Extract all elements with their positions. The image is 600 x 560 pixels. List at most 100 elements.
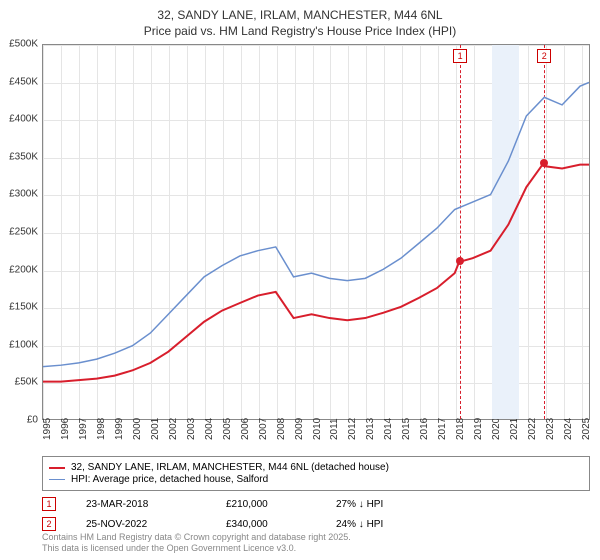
x-tick-label: 2017 <box>437 418 448 440</box>
x-tick-label: 1999 <box>114 418 125 440</box>
x-tick-label: 2001 <box>150 418 161 440</box>
gridline-v <box>97 45 98 419</box>
gridline-v <box>133 45 134 419</box>
gridline-v <box>366 45 367 419</box>
annotations-table: 123-MAR-2018£210,00027% ↓ HPI 2 25-NOV-202… <box>42 494 590 534</box>
annotation-price: £210,000 <box>226 499 306 510</box>
annotation-row: 2 25-NOV-2022 £340,000 24% ↓ HPI <box>42 514 590 534</box>
gridline-v <box>582 45 583 419</box>
gridline-v <box>295 45 296 419</box>
sale-marker-badge: 2 <box>537 49 551 63</box>
annotation-date: 25-NOV-2022 <box>86 519 196 530</box>
sale-dot <box>456 257 464 265</box>
y-tick-label: £400K <box>9 114 38 125</box>
footer-line1: Contains HM Land Registry data © Crown c… <box>42 532 351 543</box>
y-tick-label: £300K <box>9 189 38 200</box>
gridline-v <box>205 45 206 419</box>
y-tick-label: £250K <box>9 227 38 238</box>
y-tick-label: £450K <box>9 76 38 87</box>
gridline-v <box>528 45 529 419</box>
x-tick-label: 2003 <box>186 418 197 440</box>
x-tick-label: 2022 <box>527 418 538 440</box>
legend-item: 32, SANDY LANE, IRLAM, MANCHESTER, M44 6… <box>49 462 583 473</box>
y-tick-label: £150K <box>9 302 38 313</box>
y-axis: £0£50K£100K£150K£200K£250K£300K£350K£400… <box>0 44 40 420</box>
sale-marker-badge: 1 <box>453 49 467 63</box>
x-tick-label: 2004 <box>204 418 215 440</box>
sale-vertical-line <box>544 45 545 419</box>
annotation-pct: 24% ↓ HPI <box>336 519 383 530</box>
gridline-v <box>564 45 565 419</box>
footer: Contains HM Land Registry data © Crown c… <box>42 532 351 554</box>
annotation-row: 123-MAR-2018£210,00027% ↓ HPI <box>42 494 590 514</box>
gridline-v <box>474 45 475 419</box>
legend-label: 32, SANDY LANE, IRLAM, MANCHESTER, M44 6… <box>71 462 389 473</box>
gridline-v <box>187 45 188 419</box>
gridline-v <box>223 45 224 419</box>
legend: 32, SANDY LANE, IRLAM, MANCHESTER, M44 6… <box>42 456 590 491</box>
sale-vertical-line <box>460 45 461 419</box>
annotation-marker: 1 <box>42 497 56 511</box>
gridline-v <box>420 45 421 419</box>
gridline-v <box>384 45 385 419</box>
x-tick-label: 2006 <box>240 418 251 440</box>
x-tick-label: 2021 <box>509 418 520 440</box>
y-tick-label: £50K <box>15 377 38 388</box>
gridline-v <box>456 45 457 419</box>
x-tick-label: 2016 <box>419 418 430 440</box>
gridline-v <box>330 45 331 419</box>
x-tick-label: 2000 <box>132 418 143 440</box>
y-tick-label: £200K <box>9 264 38 275</box>
title-area: 32, SANDY LANE, IRLAM, MANCHESTER, M44 6… <box>0 0 600 43</box>
x-tick-label: 2009 <box>294 418 305 440</box>
y-tick-label: £0 <box>27 415 38 426</box>
x-axis: 1995 1996 1997 1998 1999 2000 2001 2002 2003 2004… <box>42 420 590 460</box>
plot-area: 12 <box>42 44 590 420</box>
x-tick-label: 2018 <box>455 418 466 440</box>
chart-title-line1: 32, SANDY LANE, IRLAM, MANCHESTER, M44 6… <box>10 8 590 24</box>
x-tick-label: 2007 <box>258 418 269 440</box>
y-tick-label: £350K <box>9 151 38 162</box>
x-tick-label: 2024 <box>563 418 574 440</box>
x-tick-label: 2011 <box>329 418 340 440</box>
annotation-marker: 2 <box>42 517 56 531</box>
chart-title-line2: Price paid vs. HM Land Registry's House … <box>10 24 590 40</box>
sale-dot <box>540 159 548 167</box>
x-tick-label: 2020 <box>491 418 502 440</box>
gridline-v <box>546 45 547 419</box>
x-tick-label: 1998 <box>96 418 107 440</box>
gridline-v <box>313 45 314 419</box>
shaded-band <box>492 45 519 419</box>
legend-swatch <box>49 467 65 469</box>
x-tick-label: 2002 <box>168 418 179 440</box>
x-tick-label: 1995 <box>42 418 53 440</box>
annotation-price: £340,000 <box>226 519 306 530</box>
footer-line2: This data is licensed under the Open Gov… <box>42 543 351 554</box>
x-tick-label: 2010 <box>312 418 323 440</box>
legend-label: HPI: Average price, detached house, Salf… <box>71 474 268 485</box>
gridline-v <box>61 45 62 419</box>
x-tick-label: 2025 <box>581 418 592 440</box>
chart-container: 32, SANDY LANE, IRLAM, MANCHESTER, M44 6… <box>0 0 600 560</box>
gridline-v <box>438 45 439 419</box>
gridline-v <box>151 45 152 419</box>
gridline-v <box>115 45 116 419</box>
x-tick-label: 2008 <box>276 418 287 440</box>
gridline-v <box>241 45 242 419</box>
x-tick-label: 1996 <box>60 418 71 440</box>
x-tick-label: 2014 <box>383 418 394 440</box>
x-tick-label: 2013 <box>365 418 376 440</box>
x-tick-label: 1997 <box>78 418 89 440</box>
gridline-v <box>79 45 80 419</box>
gridline-v <box>277 45 278 419</box>
x-tick-label: 2012 <box>347 418 358 440</box>
legend-swatch <box>49 479 65 481</box>
gridline-v <box>402 45 403 419</box>
y-tick-label: £100K <box>9 339 38 350</box>
gridline-v <box>43 45 44 419</box>
x-tick-label: 2023 <box>545 418 556 440</box>
legend-item: HPI: Average price, detached house, Salf… <box>49 474 583 485</box>
x-tick-label: 2015 <box>401 418 412 440</box>
y-tick-label: £500K <box>9 39 38 50</box>
gridline-v <box>259 45 260 419</box>
